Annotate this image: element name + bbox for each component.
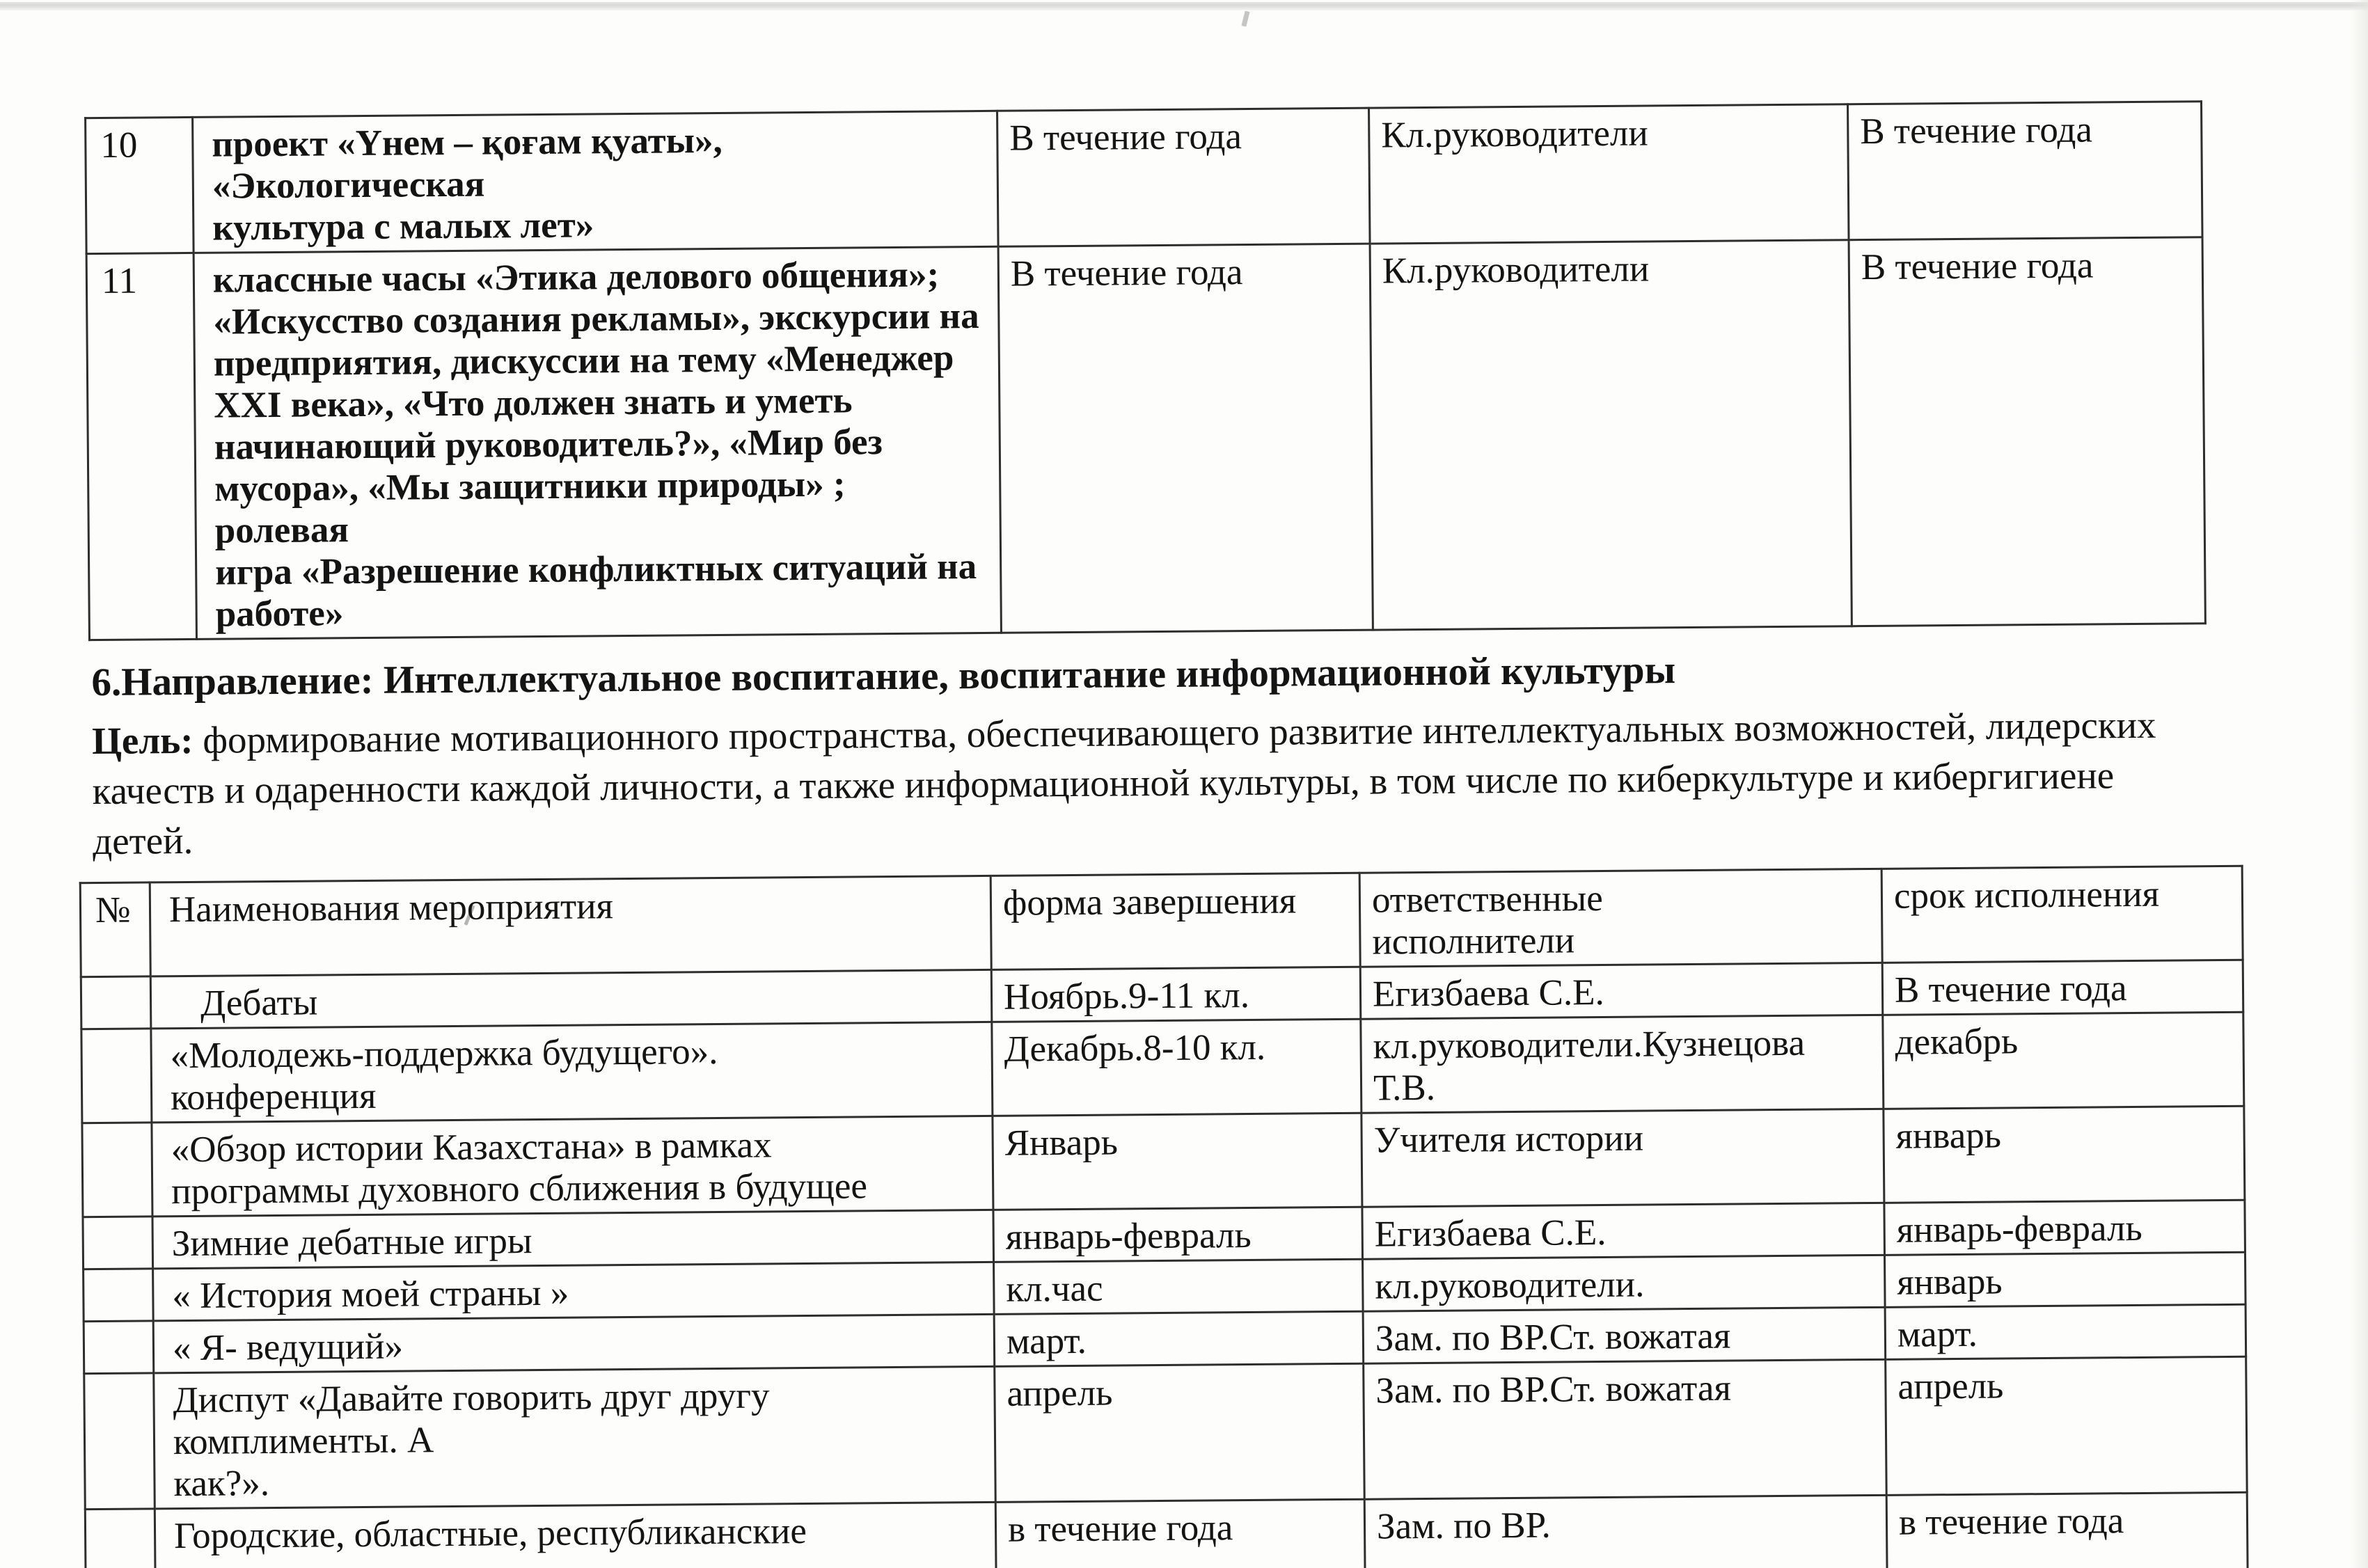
cell-responsible: Зам. по ВР.Ст. вожатая <box>1363 1307 1886 1364</box>
cell-num <box>81 1028 152 1123</box>
cell-form: в течение года <box>995 1499 1366 1568</box>
cell-name: Дебаты <box>150 969 992 1029</box>
cell-period: декабрь <box>1882 1012 2244 1109</box>
cell-name: классные часы «Этика делового общения»; … <box>194 246 1002 640</box>
cell-num <box>85 1508 156 1568</box>
cell-form: апрель <box>994 1363 1365 1503</box>
cell-period: январь <box>1884 1252 2246 1308</box>
col-header-event-name: Наименования мероприятия <box>150 876 992 976</box>
scanner-edge-shadow <box>2350 0 2368 1568</box>
cell-period: апрель <box>1885 1356 2248 1496</box>
cell-responsible: кл.руководители.Кузнецова Т.В. <box>1360 1015 1884 1114</box>
cell-num <box>83 1268 154 1322</box>
cell-num <box>81 976 151 1029</box>
col-header-num: № <box>80 882 151 977</box>
cell-form: Декабрь.8-10 кл. <box>991 1019 1361 1116</box>
cell-responsible: Кл.руководители <box>1368 104 1849 244</box>
goal-text: формирование мотивационного пространства… <box>92 703 2156 863</box>
cell-responsible: Кл.руководители <box>1370 239 1852 631</box>
cell-period: В течение года <box>1882 960 2243 1015</box>
cell-form: В течение года <box>998 244 1373 633</box>
cell-period: В течение года <box>1847 101 2203 240</box>
cell-name: « История моей страны » <box>152 1262 995 1321</box>
table-row: Диспут «Давайте говорить друг другу комп… <box>84 1356 2248 1510</box>
cell-period: март. <box>1885 1304 2246 1360</box>
col-header-deadline: срок исполнения <box>1881 866 2243 963</box>
table-row: 10 проект «Үнем – қоғам қуаты», «Экологич… <box>85 101 2203 254</box>
cell-name: проект «Үнем – қоғам қуаты», «Экологичес… <box>192 111 999 253</box>
goal-paragraph: Цель: формирование мотивационного простр… <box>92 699 2286 866</box>
table-row: «Молодежь-поддержка будущего». конференц… <box>81 1012 2244 1123</box>
cell-responsible: кл.руководители. <box>1362 1255 1886 1312</box>
cell-name: Городские, областные, республиканские ме… <box>155 1502 997 1568</box>
cell-form: кл.час <box>993 1259 1364 1315</box>
cell-name: « Я- ведущий» <box>153 1314 995 1373</box>
cell-num <box>81 1122 152 1217</box>
cell-form: Январь <box>992 1113 1362 1210</box>
cell-form: В течение года <box>997 108 1371 247</box>
activities-table-continued: 10 проект «Үнем – қоғам қуаты», «Экологич… <box>84 100 2207 641</box>
cell-responsible: Зам. по ВР.Ст. вожатая <box>1363 1359 1887 1500</box>
table-header-row: № Наименования мероприятия форма заверше… <box>80 866 2243 977</box>
goal-label: Цель: <box>91 718 194 763</box>
events-plan-table: № Наименования мероприятия форма заверше… <box>79 865 2250 1568</box>
cell-period: январь-февраль <box>1884 1200 2245 1256</box>
cell-form: Ноябрь.9-11 кл. <box>991 967 1361 1022</box>
cell-period: январь <box>1883 1106 2245 1203</box>
cell-responsible: Учителя истории <box>1361 1109 1884 1207</box>
cell-name: Зимние дебатные игры <box>152 1210 994 1269</box>
cell-num <box>82 1216 153 1269</box>
col-header-responsible: ответственные исполнители <box>1359 869 1883 967</box>
cell-num <box>84 1372 155 1510</box>
cell-num <box>84 1320 154 1374</box>
cell-responsible: Егизбаева С.Е. <box>1360 963 1883 1020</box>
cell-period: в течение года <box>1886 1492 2248 1568</box>
cell-name: Диспут «Давайте говорить друг другу комп… <box>153 1366 996 1509</box>
section-heading: 6.Направление: Интеллектуальное воспитан… <box>91 648 1676 705</box>
cell-responsible: Егизбаева С.Е. <box>1361 1203 1885 1260</box>
cell-num: 10 <box>85 117 194 254</box>
col-header-completion-form: форма завершения <box>990 873 1361 970</box>
scanner-edge-artifact <box>0 2 2368 10</box>
cell-form: март. <box>994 1311 1364 1367</box>
cell-num: 11 <box>86 253 197 640</box>
cell-form: январь-февраль <box>993 1207 1363 1262</box>
cell-name: «Молодежь-поддержка будущего». конференц… <box>150 1022 993 1123</box>
table-row: 11 классные часы «Этика делового общения»… <box>86 237 2206 640</box>
cell-name: «Обзор истории Казахстана» в рамках прог… <box>151 1116 993 1217</box>
cell-period: В течение года <box>1849 237 2206 626</box>
table-row: «Обзор истории Казахстана» в рамках прог… <box>81 1106 2245 1217</box>
cell-responsible: Зам. по ВР. <box>1364 1495 1888 1568</box>
